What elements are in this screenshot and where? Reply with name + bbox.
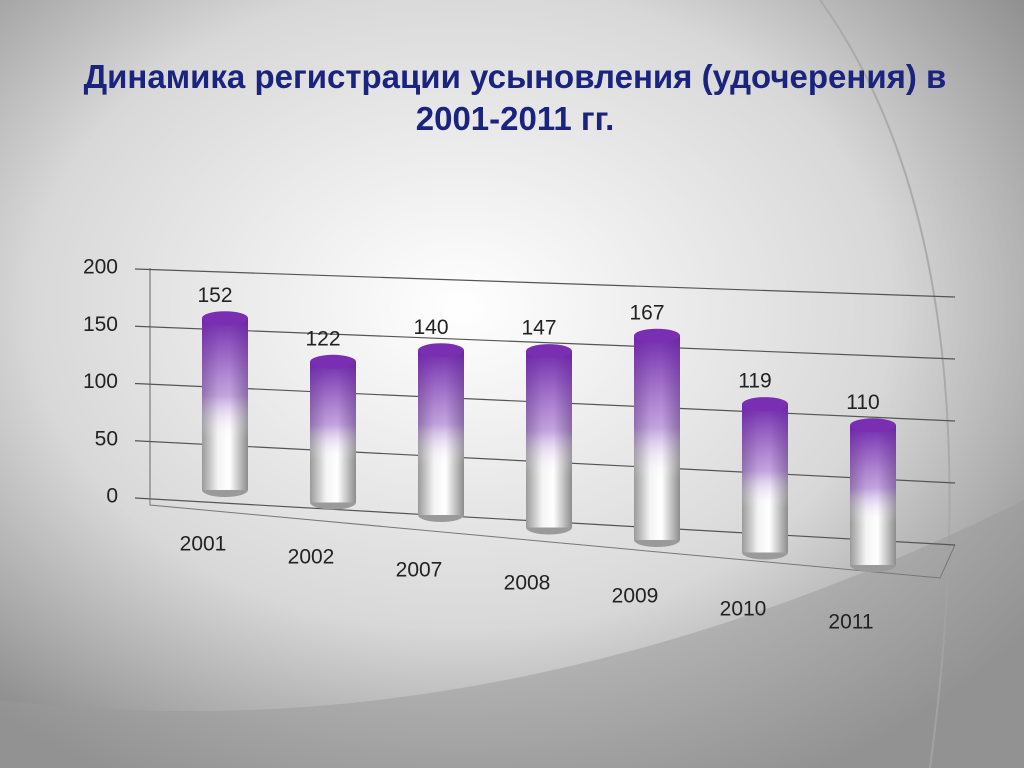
data-label: 122 <box>305 327 340 350</box>
data-label: 140 <box>413 316 448 339</box>
x-tick-label: 2002 <box>288 546 335 569</box>
bar-tint <box>634 335 680 540</box>
bar-top <box>742 397 788 412</box>
grid-line <box>134 268 956 298</box>
x-tick-label: 2001 <box>180 533 227 556</box>
y-tick-label: 150 <box>83 313 118 336</box>
data-label: 110 <box>846 391 879 414</box>
data-label: 147 <box>521 317 556 340</box>
bar-tint <box>526 351 572 528</box>
chart-title: Динамика регистрации усыновления (удочер… <box>83 58 947 137</box>
bar-top <box>634 328 680 343</box>
bar-tint <box>310 361 356 503</box>
bar-tint <box>742 404 788 553</box>
x-tick-label: 2008 <box>504 572 551 595</box>
grid-line <box>134 325 956 360</box>
x-tick-label: 2009 <box>612 585 659 608</box>
bar-top <box>418 343 464 358</box>
bar-tint <box>202 318 248 490</box>
bar-top <box>202 311 248 326</box>
bar-top <box>850 418 896 433</box>
x-tick-label: 2011 <box>828 611 873 634</box>
bar-tint <box>850 425 896 565</box>
y-tick-label: 50 <box>95 427 118 450</box>
y-tick-label: 0 <box>106 485 118 508</box>
data-label: 152 <box>197 284 232 307</box>
y-tick-label: 100 <box>83 370 118 393</box>
bar-top <box>526 344 572 359</box>
x-tick-label: 2010 <box>720 598 767 621</box>
floor-edge <box>149 497 956 579</box>
plot: 0 50 100 150 200 152 2001 122 2002 140 2007 147 2008… <box>83 256 956 634</box>
bar-tint <box>418 350 464 515</box>
y-tick-label: 200 <box>83 256 118 279</box>
x-tick-label: 2007 <box>396 559 443 582</box>
bar-top <box>310 354 356 369</box>
data-label: 167 <box>629 301 664 324</box>
decor-wave <box>0 500 1024 768</box>
data-label: 119 <box>738 370 771 393</box>
